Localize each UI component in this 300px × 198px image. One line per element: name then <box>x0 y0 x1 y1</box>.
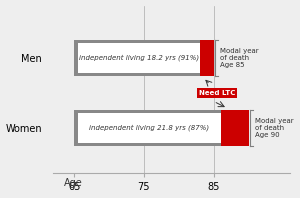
Text: Modal year
of death
Age 85: Modal year of death Age 85 <box>220 48 259 68</box>
Text: independent living 21.8 yrs (87%): independent living 21.8 yrs (87%) <box>89 125 209 131</box>
Bar <box>74 110 248 146</box>
Bar <box>74 40 214 76</box>
Bar <box>78 44 200 72</box>
Text: Need LTC: Need LTC <box>199 90 235 96</box>
Text: Age: Age <box>64 178 82 188</box>
Bar <box>200 40 214 76</box>
Bar <box>220 110 248 146</box>
Text: Modal year
of death
Age 90: Modal year of death Age 90 <box>255 118 294 138</box>
Bar <box>78 113 220 143</box>
Text: independent living 18.2 yrs (91%): independent living 18.2 yrs (91%) <box>79 55 199 61</box>
